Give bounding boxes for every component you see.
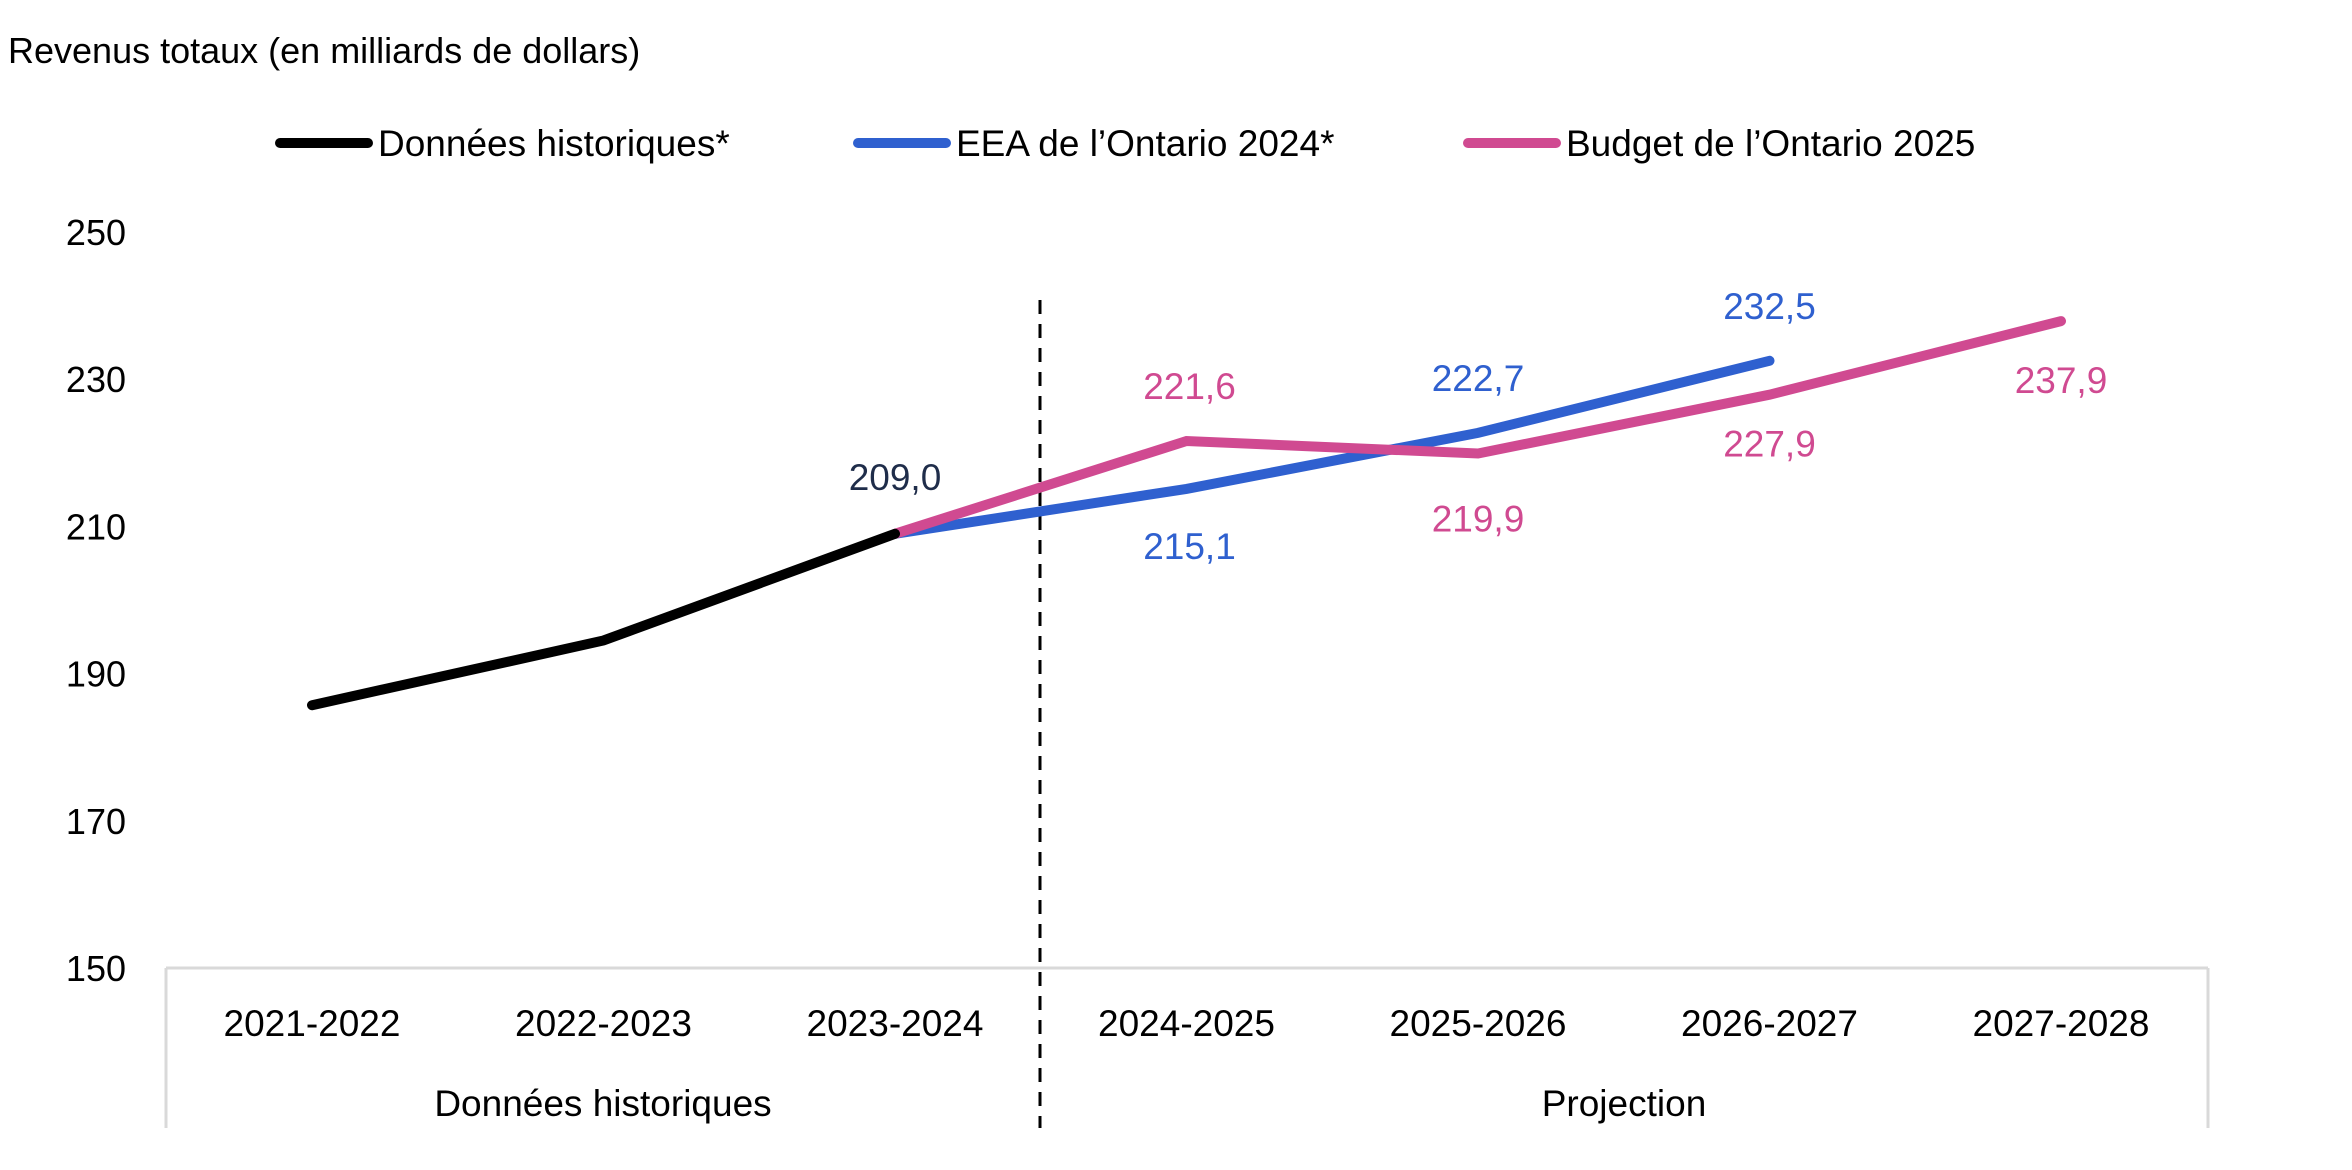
series-line-0	[307, 528, 900, 711]
y-tick-label: 150	[66, 948, 126, 989]
y-axis: 150 170 190 210 230 250	[66, 212, 126, 989]
series-lines	[307, 316, 2066, 711]
x-tick-label: 2026-2027	[1681, 1003, 1858, 1044]
y-tick-label: 170	[66, 801, 126, 842]
series-line-1	[890, 355, 1775, 539]
data-label: 222,7	[1432, 358, 1525, 399]
data-label: 232,5	[1723, 286, 1816, 327]
y-tick-label: 250	[66, 212, 126, 253]
legend-label: Budget de l’Ontario 2025	[1566, 123, 1975, 164]
x-tick-label: 2024-2025	[1098, 1003, 1275, 1044]
y-tick-label: 230	[66, 359, 126, 400]
category-group-label: Données historiques	[434, 1083, 771, 1124]
y-tick-label: 190	[66, 654, 126, 695]
legend-label: EEA de l’Ontario 2024*	[956, 123, 1334, 164]
x-tick-label: 2025-2026	[1390, 1003, 1567, 1044]
data-label: 219,9	[1432, 499, 1525, 540]
category-group-label: Projection	[1542, 1083, 1707, 1124]
x-tick-label: 2023-2024	[807, 1003, 984, 1044]
legend-label: Données historiques*	[378, 123, 730, 164]
data-label: 221,6	[1143, 366, 1236, 407]
data-labels: 209,0 215,1 222,7 232,5 221,6 219,9 227,9 237,9	[849, 286, 2108, 567]
chart-title: Revenus totaux (en milliards de dollars)	[8, 30, 640, 71]
data-label: 237,9	[2015, 360, 2108, 401]
data-label: 209,0	[849, 457, 942, 498]
x-tick-label: 2021-2022	[224, 1003, 401, 1044]
data-label: 227,9	[1723, 424, 1816, 465]
data-label: 215,1	[1143, 526, 1236, 567]
y-tick-label: 210	[66, 506, 126, 547]
legend-item: Budget de l’Ontario 2025	[1463, 123, 1975, 164]
legend-item: Données historiques*	[275, 123, 730, 164]
legend-item: EEA de l’Ontario 2024*	[853, 123, 1334, 164]
x-tick-label: 2022-2023	[515, 1003, 692, 1044]
legend: Données historiques* EEA de l’Ontario 202…	[275, 123, 1975, 164]
x-tick-label: 2027-2028	[1973, 1003, 2150, 1044]
x-axis: 2021-2022 2022-2023 2023-2024 2024-2025 2025…	[164, 966, 2210, 1128]
